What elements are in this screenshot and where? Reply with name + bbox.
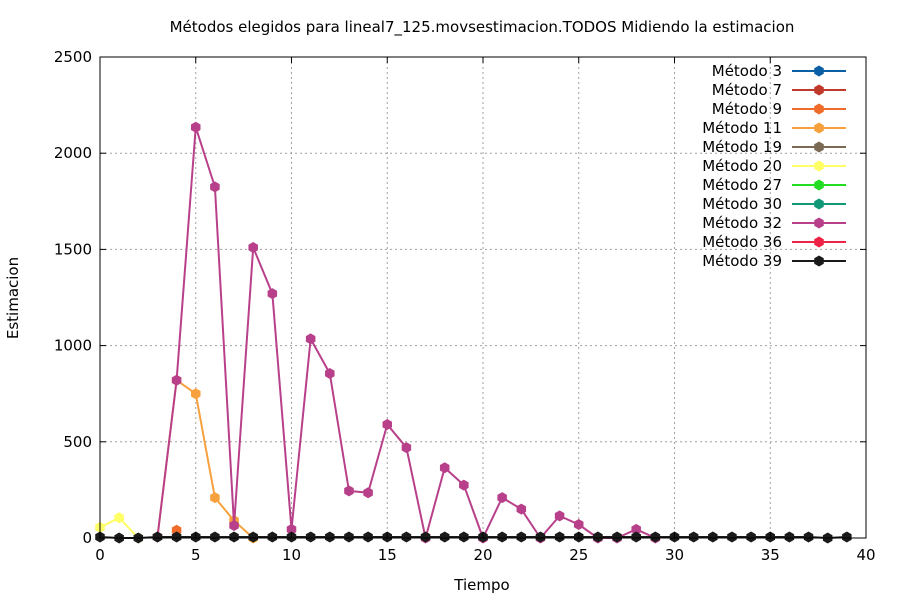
legend-label: Método 36 bbox=[702, 233, 782, 251]
legend-swatch-marker bbox=[814, 255, 824, 267]
data-point bbox=[535, 531, 546, 543]
y-tick-label: 2500 bbox=[54, 48, 92, 66]
x-tick-label: 20 bbox=[473, 546, 492, 564]
data-point bbox=[420, 531, 431, 543]
data-point bbox=[516, 503, 527, 515]
legend-swatch-marker bbox=[814, 179, 824, 191]
legend-swatch-marker bbox=[814, 236, 824, 248]
data-point bbox=[439, 531, 450, 543]
data-point bbox=[229, 531, 239, 543]
data-point bbox=[554, 531, 565, 543]
legend-swatch-marker bbox=[814, 103, 824, 115]
data-point bbox=[210, 492, 220, 504]
data-point bbox=[248, 241, 258, 253]
data-point bbox=[344, 485, 354, 497]
legend-label: Método 11 bbox=[702, 119, 782, 137]
legend-label: Método 39 bbox=[702, 252, 782, 270]
data-point bbox=[784, 531, 795, 543]
x-axis-label: Tiempo bbox=[453, 576, 509, 594]
x-tick-label: 5 bbox=[191, 546, 201, 564]
data-point bbox=[210, 181, 220, 193]
legend-swatch-marker bbox=[814, 198, 824, 210]
legend-swatch-marker bbox=[814, 84, 824, 96]
data-point bbox=[631, 523, 641, 535]
y-axis-label: Estimacion bbox=[4, 257, 22, 339]
data-point bbox=[497, 492, 507, 504]
data-point bbox=[803, 531, 814, 543]
data-point bbox=[746, 531, 756, 543]
data-point bbox=[688, 531, 699, 543]
legend-label: Método 19 bbox=[702, 138, 782, 156]
data-point bbox=[114, 512, 124, 524]
data-point bbox=[210, 531, 220, 543]
data-point bbox=[344, 531, 354, 543]
legend-swatch-marker bbox=[814, 122, 824, 134]
series-line bbox=[156, 126, 656, 539]
data-point bbox=[727, 531, 737, 543]
legend-label: Método 32 bbox=[702, 214, 782, 232]
data-point bbox=[229, 519, 239, 531]
x-tick-label: 15 bbox=[378, 546, 397, 564]
legend-label: Método 30 bbox=[702, 195, 782, 213]
legend-label: Método 9 bbox=[712, 100, 782, 118]
data-point bbox=[267, 288, 278, 300]
data-point bbox=[516, 531, 527, 543]
data-point bbox=[325, 531, 335, 543]
chart-title: Métodos elegidos para lineal7_125.movses… bbox=[170, 18, 795, 37]
data-point bbox=[593, 531, 603, 543]
data-point bbox=[459, 479, 469, 491]
data-point bbox=[171, 374, 182, 386]
data-point bbox=[363, 487, 373, 499]
x-tick-label: 35 bbox=[761, 546, 780, 564]
data-point bbox=[363, 531, 373, 543]
y-tick-label: 1500 bbox=[54, 240, 92, 258]
data-point bbox=[612, 531, 622, 543]
x-tick-label: 40 bbox=[856, 546, 875, 564]
grid bbox=[100, 57, 866, 538]
legend-swatch-marker bbox=[814, 65, 824, 77]
data-point bbox=[573, 519, 584, 531]
legend-label: Método 7 bbox=[712, 81, 782, 99]
data-point bbox=[305, 531, 316, 543]
x-tick-label: 0 bbox=[95, 546, 105, 564]
data-point bbox=[650, 531, 661, 543]
data-point bbox=[305, 333, 316, 345]
data-point bbox=[152, 531, 163, 543]
data-point bbox=[190, 388, 201, 400]
data-point bbox=[267, 531, 278, 543]
legend-swatch-marker bbox=[814, 217, 824, 229]
data-point bbox=[401, 442, 412, 454]
data-point bbox=[401, 531, 412, 543]
y-tick-label: 0 bbox=[82, 529, 92, 547]
legend-label: Método 20 bbox=[702, 157, 782, 175]
data-point bbox=[190, 121, 201, 133]
data-point bbox=[842, 531, 852, 543]
data-point bbox=[459, 531, 469, 543]
series-9 bbox=[152, 121, 661, 544]
data-point bbox=[497, 531, 507, 543]
axis-ticks: 0 5 10 15 20 25 30 35 40 0 500 1000 1500 2000 2500 bbox=[54, 48, 876, 564]
data-point bbox=[631, 531, 641, 543]
y-tick-label: 1000 bbox=[54, 337, 92, 355]
data-point bbox=[286, 523, 297, 535]
legend-label: Método 27 bbox=[702, 176, 782, 194]
legend-swatch-marker bbox=[814, 141, 824, 153]
legend-label: Método 3 bbox=[712, 62, 782, 80]
x-tick-label: 10 bbox=[282, 546, 301, 564]
x-tick-label: 30 bbox=[665, 546, 684, 564]
legend-swatch-marker bbox=[814, 160, 824, 172]
data-point bbox=[439, 462, 450, 474]
data-point bbox=[708, 531, 718, 543]
series-line bbox=[99, 536, 847, 539]
data-point bbox=[248, 531, 258, 543]
y-tick-label: 2000 bbox=[54, 144, 92, 162]
data-point bbox=[171, 531, 182, 543]
data-point bbox=[382, 418, 393, 430]
x-tick-label: 25 bbox=[569, 546, 588, 564]
data-point bbox=[325, 368, 335, 379]
data-point bbox=[554, 510, 565, 522]
y-tick-label: 500 bbox=[63, 433, 92, 451]
